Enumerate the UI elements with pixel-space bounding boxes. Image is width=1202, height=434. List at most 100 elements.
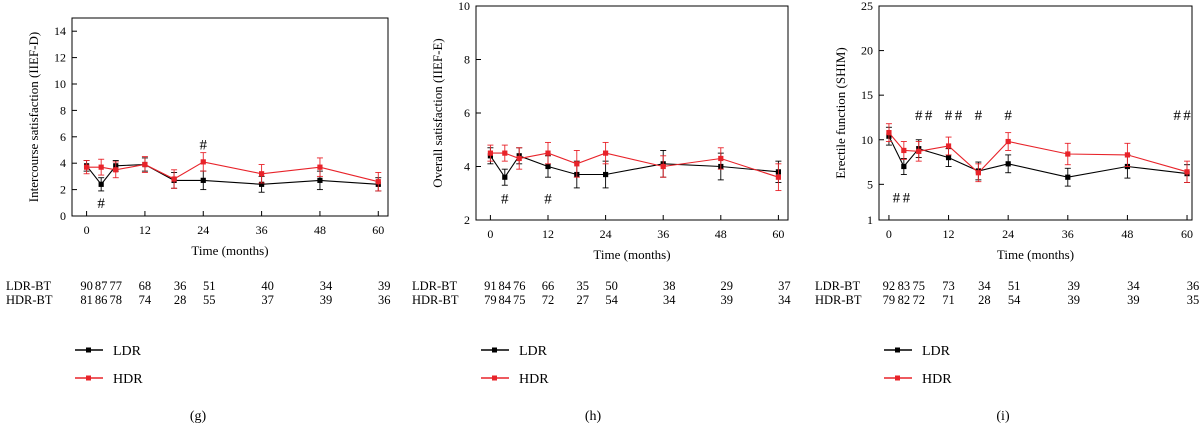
series-line-hdr [490, 152, 779, 178]
legend-label: LDR [922, 344, 951, 359]
data-point-hdr [142, 161, 148, 168]
x-tick-label: 24 [600, 227, 612, 241]
x-tick-label: 12 [943, 227, 955, 241]
y-axis-label: Intercourse satisfaction (IIEF-D) [26, 32, 41, 202]
legend-marker [895, 347, 900, 353]
data-point-hdr [574, 161, 580, 167]
significance-mark: # [501, 192, 509, 208]
y-tick-label: 2 [464, 213, 470, 227]
data-point-hdr [916, 148, 922, 154]
y-tick-label: 6 [464, 106, 470, 120]
y-tick-label: 10 [458, 0, 470, 13]
count-value: 29 [721, 279, 734, 293]
count-value: 37 [778, 279, 791, 293]
data-point-hdr [545, 150, 551, 156]
x-tick-label: 60 [372, 223, 384, 237]
panel-label: (i) [996, 409, 1010, 424]
count-row-label: HDR-BT [815, 293, 862, 307]
y-tick-label: 1 [867, 213, 873, 227]
count-value: 55 [203, 293, 216, 307]
data-point-ldr [945, 154, 952, 161]
x-tick-label: 0 [84, 223, 90, 237]
significance-mark: # [945, 108, 953, 124]
count-value: 54 [1008, 293, 1021, 307]
x-tick-label: 24 [1002, 227, 1014, 241]
count-value: 34 [320, 279, 333, 293]
count-value: 66 [542, 279, 555, 293]
data-point-ldr [200, 177, 206, 183]
significance-mark: # [893, 191, 901, 207]
data-point-ldr [259, 181, 265, 187]
data-point-ldr [1065, 174, 1071, 180]
data-point-ldr [502, 174, 508, 180]
y-tick-label: 20 [861, 44, 873, 58]
significance-mark: # [1004, 108, 1012, 124]
x-tick-label: 0 [487, 227, 493, 241]
count-value: 39 [1127, 293, 1140, 307]
data-point-hdr [1124, 152, 1131, 158]
count-value: 39 [1068, 293, 1081, 307]
data-point-hdr [502, 150, 508, 156]
count-row-label: HDR-BT [412, 293, 459, 307]
series-line-ldr [489, 155, 779, 179]
data-point-hdr [945, 143, 952, 149]
legend-label: HDR [922, 372, 952, 387]
count-value: 40 [261, 279, 274, 293]
data-point-hdr [487, 150, 493, 156]
data-point-hdr [901, 147, 907, 154]
legend-label: HDR [519, 372, 549, 387]
count-value: 71 [942, 293, 955, 307]
legend-marker [492, 347, 497, 353]
data-point-hdr [660, 163, 666, 170]
significance-mark: # [975, 108, 983, 124]
count-value: 84 [499, 279, 512, 293]
count-value: 36 [174, 279, 187, 293]
series-line-ldr [888, 135, 1188, 178]
count-value: 76 [513, 279, 526, 293]
significance-mark: # [903, 191, 911, 207]
data-point-ldr [1005, 161, 1011, 167]
count-value: 39 [378, 279, 391, 293]
x-tick-label: 60 [772, 227, 784, 241]
y-tick-label: 8 [464, 53, 470, 67]
count-value: 91 [484, 279, 497, 293]
data-point-hdr [259, 171, 265, 177]
plot-frame [71, 17, 389, 217]
data-point-hdr [83, 164, 90, 170]
x-tick-label: 36 [1062, 227, 1074, 241]
count-value: 39 [721, 293, 734, 307]
legend-label: LDR [519, 344, 548, 359]
count-row-label: HDR-BT [6, 293, 53, 307]
count-value: 75 [912, 279, 925, 293]
count-value: 34 [978, 279, 991, 293]
y-tick-label: 10 [54, 77, 66, 91]
x-tick-label: 24 [197, 223, 209, 237]
y-axis-label: Overall satisfaction (IIEF-E) [430, 38, 445, 187]
legend-marker [86, 375, 91, 381]
count-value: 82 [898, 293, 911, 307]
y-tick-label: 8 [60, 103, 66, 117]
legend-label: LDR [113, 344, 142, 359]
count-value: 39 [1068, 279, 1081, 293]
data-point-ldr [901, 163, 907, 170]
x-tick-label: 0 [886, 227, 892, 241]
data-point-hdr [113, 167, 119, 173]
x-axis-label: Time (months) [191, 243, 268, 258]
y-tick-label: 4 [60, 156, 66, 170]
count-value: 90 [80, 279, 93, 293]
x-tick-label: 36 [256, 223, 268, 237]
data-point-hdr [718, 155, 724, 162]
count-value: 34 [778, 293, 791, 307]
data-point-hdr [1005, 138, 1011, 145]
legend-label: HDR [113, 372, 143, 387]
y-tick-label: 2 [60, 183, 66, 197]
data-point-hdr [886, 130, 892, 136]
legend-marker [86, 347, 91, 353]
y-tick-label: 6 [60, 130, 66, 144]
data-point-hdr [1065, 151, 1071, 157]
data-point-hdr [775, 174, 781, 180]
x-tick-label: 12 [542, 227, 554, 241]
count-value: 87 [95, 279, 108, 293]
data-point-ldr [603, 171, 609, 178]
